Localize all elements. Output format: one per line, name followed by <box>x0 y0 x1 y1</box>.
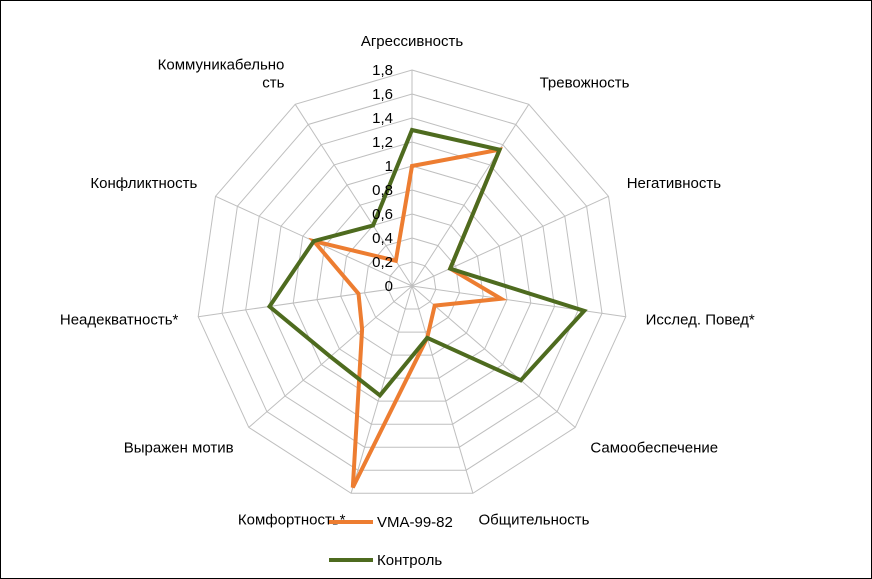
category-label-line: Неадекватность* <box>60 312 179 329</box>
tick-label: 1,6 <box>372 86 393 103</box>
grid-spoke <box>411 285 576 428</box>
grid-ring <box>197 69 627 494</box>
series-lines <box>266 127 588 489</box>
grid-ring <box>387 261 437 310</box>
category-label-line: Тревожность <box>540 75 630 92</box>
tick-label: 0,4 <box>372 230 393 247</box>
category-label: Неадекватность* <box>60 312 179 329</box>
grid-ring <box>316 189 508 379</box>
tick-label: 0,6 <box>372 206 393 223</box>
legend-label: VMA-99-82 <box>377 514 453 531</box>
category-label-line: Агрессивность <box>361 33 464 50</box>
grid-spoke <box>350 285 413 494</box>
grid-spoke <box>411 195 609 287</box>
grid-spoke <box>411 104 530 287</box>
grid-ring <box>292 165 532 402</box>
grid-spoke <box>294 104 413 287</box>
series-line <box>266 127 588 399</box>
radar-grid <box>197 69 627 494</box>
tick-label: 0,8 <box>372 182 393 199</box>
category-label-line: Выражен мотив <box>124 440 234 457</box>
grid-spoke <box>411 285 626 318</box>
category-label: Исслед. Повед* <box>646 312 755 329</box>
category-label-line: Самообеспечение <box>590 440 718 457</box>
grid-ring <box>221 93 603 471</box>
category-label: Комфортность* <box>238 511 346 528</box>
category-label: Конфликтность <box>90 175 197 192</box>
tick-label: 1,8 <box>372 62 393 79</box>
tick-label: 1,4 <box>372 110 393 127</box>
grid-ring <box>245 117 579 448</box>
category-label-line: Негативность <box>627 175 722 192</box>
legend-label: Контроль <box>377 552 442 569</box>
category-label-line: Конфликтность <box>90 175 197 192</box>
grid-ring <box>268 141 556 425</box>
tick-label: 1,2 <box>372 134 393 151</box>
tick-label: 1 <box>385 158 393 175</box>
category-label: Выражен мотив <box>124 440 234 457</box>
grid-spoke <box>411 285 474 494</box>
category-label-line: Комфортность* <box>238 511 346 528</box>
category-label: Общительность <box>479 511 590 528</box>
category-label: Негативность <box>627 175 722 192</box>
category-label-line: Общительность <box>479 511 590 528</box>
category-label-line: Исслед. Повед* <box>646 312 755 329</box>
category-label-line: сть <box>262 75 284 92</box>
tick-label: 0,2 <box>372 254 393 271</box>
tick-label: 0 <box>385 278 393 295</box>
grid-spoke <box>198 285 413 318</box>
legend: VMA-99-82 Контроль <box>329 514 453 569</box>
category-labels: Агрессивность Тревожность Негативность Иссл… <box>60 33 755 528</box>
radial-tick-labels: 0 0,2 0,4 0,6 0,8 1 1,2 1,4 1,6 1,8 <box>372 62 393 295</box>
category-label: Тревожность <box>540 75 630 92</box>
category-label: Агрессивность <box>361 33 464 50</box>
category-label: Самообеспечение <box>590 440 718 457</box>
category-label-line: Коммуникабельно <box>158 57 285 74</box>
category-label: Коммуникабельно сть <box>158 57 285 92</box>
